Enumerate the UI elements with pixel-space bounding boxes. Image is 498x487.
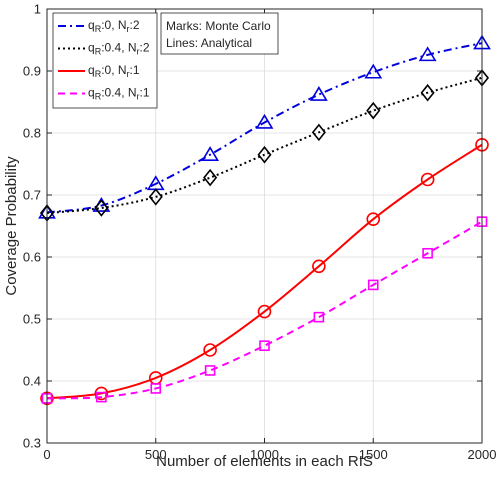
- y-tick-label: 0.4: [23, 374, 41, 389]
- data-point-marker: [257, 304, 272, 319]
- legend-label: qR:0.4, Nr:2: [88, 41, 150, 57]
- annotation-frame: [160, 12, 279, 55]
- data-point-marker: [204, 365, 216, 376]
- legend-label-part: :2: [130, 18, 140, 32]
- legend-label-part: :0, N: [101, 18, 126, 32]
- legend-frame: [52, 12, 158, 109]
- legend-label-part: :1: [130, 63, 140, 77]
- x-axis-label: Number of elements in each RIS: [156, 453, 373, 470]
- data-point-marker: [418, 46, 437, 62]
- legend-label-part: :1: [140, 86, 150, 100]
- legend-label-subscript: r: [127, 69, 130, 79]
- series-line: [46, 143, 483, 400]
- legend-item: qR:0.4, Nr:2: [58, 41, 150, 57]
- legend-item: qR:0, Nr:1: [58, 63, 140, 79]
- y-tick-label: 1: [34, 2, 41, 17]
- grid: [46, 8, 483, 444]
- series-2: [40, 137, 489, 406]
- y-tick-label: 0.9: [23, 64, 41, 79]
- legend-label-subscript: r: [137, 92, 140, 102]
- data-point-marker: [255, 113, 274, 129]
- data-point-marker: [366, 212, 381, 226]
- legend-label-subscript: R: [95, 92, 102, 102]
- data-point-marker: [94, 386, 109, 401]
- data-point-marker: [257, 145, 272, 164]
- legend-label-part: :0, N: [101, 63, 126, 77]
- x-tick-label: 1500: [359, 447, 388, 462]
- x-tick-label: 1000: [250, 447, 279, 462]
- legend-label-part: :0.4, N: [101, 86, 136, 100]
- legend-label-subscript: R: [95, 47, 102, 57]
- y-axis-label: Coverage Probability: [3, 156, 20, 296]
- data-point-marker: [311, 123, 326, 142]
- legend-label-subscript: R: [95, 24, 102, 34]
- data-point-marker: [420, 172, 435, 187]
- x-tick-label: 0: [43, 447, 50, 462]
- y-tick-label: 0.7: [23, 188, 41, 203]
- data-point-marker: [94, 199, 109, 217]
- legend-label-subscript: R: [95, 69, 102, 79]
- data-point-marker: [312, 259, 326, 274]
- data-point-marker: [203, 343, 217, 357]
- x-tick-label: 500: [145, 447, 167, 462]
- legend-label-subscript: r: [137, 47, 140, 57]
- annotation-text-lines: Lines: Analytical: [166, 36, 252, 50]
- y-tick-label: 0.8: [23, 126, 41, 141]
- legend-label-subscript: r: [127, 24, 130, 34]
- data-point-marker: [309, 86, 328, 101]
- legend: qR:0, Nr:2qR:0.4, Nr:2qR:0, Nr:1qR:0.4, …: [52, 12, 158, 109]
- data-point-marker: [96, 391, 107, 403]
- legend-label-part: :2: [140, 41, 150, 55]
- y-tick-label: 0.5: [23, 312, 41, 327]
- data-point-marker: [367, 279, 379, 291]
- data-point-marker: [422, 247, 433, 259]
- legend-label-part: q: [88, 41, 95, 55]
- annotation-text-marks: Marks: Monte Carlo: [166, 19, 271, 33]
- series-line: [46, 76, 483, 214]
- data-point-marker: [203, 168, 218, 187]
- legend-item: qR:0.4, Nr:1: [58, 86, 150, 102]
- series-line: [46, 42, 483, 214]
- x-axis-ticks: 0 500 1000 1500 2000: [43, 9, 496, 462]
- x-tick-label: 2000: [468, 447, 497, 462]
- data-point-marker: [148, 188, 163, 206]
- data-point-marker: [364, 63, 383, 79]
- annotation-box: Marks: Monte Carlo Lines: Analytical: [160, 12, 279, 55]
- series-1: [39, 69, 490, 222]
- data-point-marker: [201, 146, 220, 161]
- legend-label-part: q: [88, 63, 95, 77]
- y-tick-label: 0.6: [23, 250, 41, 265]
- series-0: [38, 34, 491, 219]
- legend-label: qR:0.4, Nr:1: [88, 86, 150, 102]
- legend-item: qR:0, Nr:2: [58, 18, 140, 34]
- data-point-marker: [313, 311, 325, 323]
- data-point-marker: [420, 83, 435, 102]
- y-tick-label: 0.3: [23, 436, 41, 451]
- legend-label-part: q: [88, 18, 95, 32]
- data-point-marker: [150, 383, 162, 394]
- legend-label-part: q: [88, 86, 95, 100]
- data-point-marker: [259, 340, 270, 351]
- legend-label: qR:0, Nr:1: [88, 63, 140, 79]
- legend-label: qR:0, Nr:2: [88, 18, 140, 34]
- legend-label-part: :0.4, N: [101, 41, 136, 55]
- data-point-marker: [366, 101, 381, 120]
- y-axis-ticks: 0.3 0.4 0.5 0.6 0.7 0.8 0.9 1: [23, 2, 482, 451]
